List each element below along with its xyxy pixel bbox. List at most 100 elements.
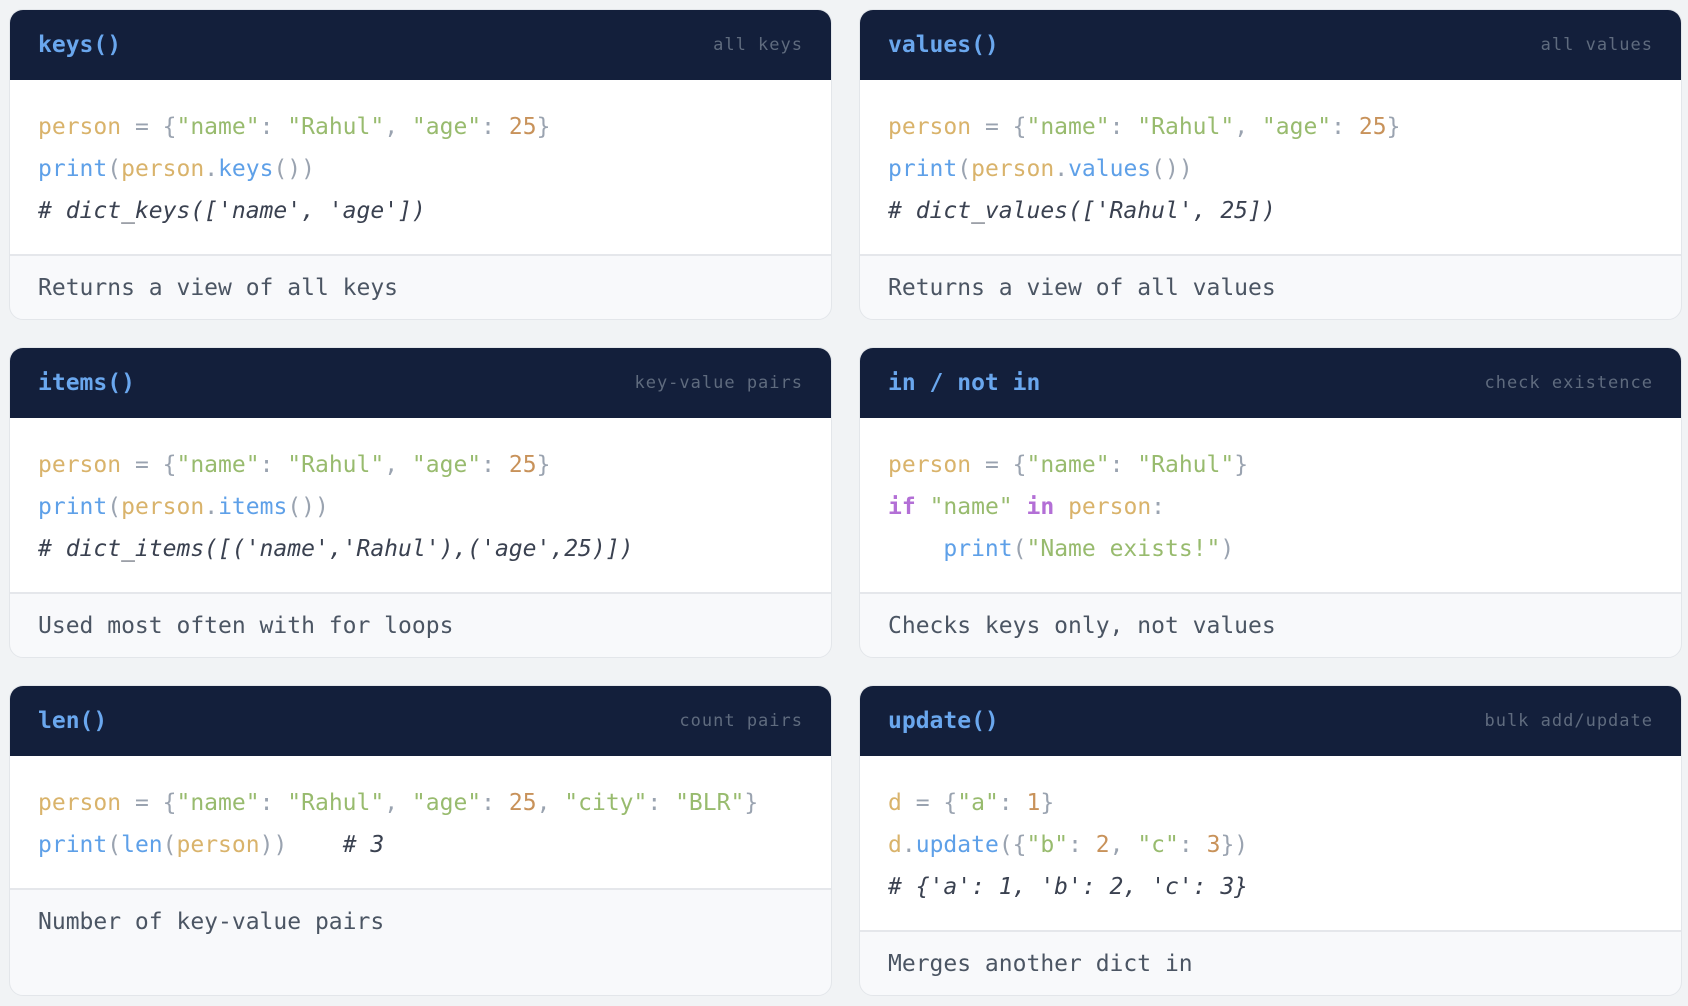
method-card: len() count pairs person = {"name": "Rahul… bbox=[9, 685, 832, 996]
code-token: : bbox=[1178, 832, 1207, 858]
card-title: in / not in bbox=[888, 370, 1041, 396]
code-token: person bbox=[888, 452, 972, 478]
code-line: d.update({"b": 2, "c": 3}) bbox=[888, 824, 1653, 866]
card-header: values() all values bbox=[860, 10, 1681, 80]
code-token bbox=[888, 536, 943, 562]
code-line: person = {"name": "Rahul", "age": 25} bbox=[888, 106, 1653, 148]
code-token bbox=[916, 494, 930, 520]
code-token: person bbox=[121, 494, 205, 520]
code-token: "age" bbox=[411, 452, 482, 478]
code-token: . bbox=[204, 494, 219, 520]
code-token: ( bbox=[107, 832, 122, 858]
code-token: . bbox=[204, 156, 219, 182]
code-token: : bbox=[259, 790, 288, 816]
code-token: # dict_values(['Rahul', 25]) bbox=[888, 198, 1276, 224]
code-token: }) bbox=[1220, 832, 1249, 858]
code-token: "name" bbox=[176, 452, 260, 478]
code-token bbox=[287, 832, 342, 858]
code-token: 1 bbox=[1026, 790, 1041, 816]
code-token: if bbox=[888, 494, 916, 520]
code-token bbox=[1013, 494, 1027, 520]
code-line: person = {"name": "Rahul", "age": 25, "c… bbox=[38, 782, 803, 824]
code-token: person bbox=[121, 156, 205, 182]
code-token: "c" bbox=[1137, 832, 1179, 858]
code-token: 25 bbox=[508, 114, 537, 140]
code-token: , bbox=[1234, 114, 1262, 140]
code-token: "Rahul" bbox=[1137, 452, 1235, 478]
code-token: : bbox=[1068, 832, 1096, 858]
code-token: , bbox=[384, 114, 412, 140]
code-line: person = {"name": "Rahul"} bbox=[888, 444, 1653, 486]
code-token: : bbox=[481, 114, 509, 140]
code-token: "Rahul" bbox=[1137, 114, 1235, 140]
code-line: if "name" in person: bbox=[888, 486, 1653, 528]
code-token: person bbox=[176, 832, 260, 858]
code-token: . bbox=[901, 832, 916, 858]
code-block: person = {"name": "Rahul", "age": 25} pri… bbox=[10, 418, 831, 594]
code-token: ( bbox=[162, 832, 177, 858]
code-token: : bbox=[481, 790, 509, 816]
code-token: print bbox=[943, 536, 1013, 562]
card-description: Returns a view of all keys bbox=[38, 275, 399, 301]
code-token: "city" bbox=[564, 790, 648, 816]
code-token: : bbox=[1331, 114, 1359, 140]
code-line: print(person.items()) bbox=[38, 486, 803, 528]
code-token: , bbox=[384, 452, 412, 478]
code-token: "Rahul" bbox=[287, 114, 385, 140]
code-token: 25 bbox=[1358, 114, 1387, 140]
code-token: : bbox=[1109, 114, 1138, 140]
code-token: print bbox=[38, 832, 108, 858]
card-tag: all values bbox=[1540, 35, 1653, 55]
code-token: d bbox=[888, 832, 902, 858]
code-line: d = {"a": 1} bbox=[888, 782, 1653, 824]
code-token: } bbox=[744, 790, 759, 816]
code-token: 25 bbox=[508, 790, 537, 816]
code-token: len bbox=[121, 832, 163, 858]
code-token: in bbox=[1026, 494, 1055, 520]
card-title: len() bbox=[38, 708, 108, 734]
code-token: . bbox=[1054, 156, 1069, 182]
code-token: } bbox=[536, 452, 551, 478]
code-token: ( bbox=[1012, 536, 1027, 562]
code-token: person bbox=[1068, 494, 1152, 520]
card-description: Used most often with for loops bbox=[38, 613, 454, 639]
code-line: # dict_keys(['name', 'age']) bbox=[38, 190, 803, 232]
code-token: print bbox=[38, 156, 108, 182]
card-tag: count pairs bbox=[679, 711, 803, 731]
card-title: keys() bbox=[38, 32, 122, 58]
code-token: "Name exists!" bbox=[1026, 536, 1221, 562]
code-token: "age" bbox=[411, 114, 482, 140]
code-token: = { bbox=[121, 452, 177, 478]
code-token: # 3 bbox=[342, 832, 385, 858]
code-line: person = {"name": "Rahul", "age": 25} bbox=[38, 444, 803, 486]
code-token: : bbox=[998, 790, 1027, 816]
code-token: "Rahul" bbox=[287, 452, 385, 478]
code-token: "b" bbox=[1026, 832, 1069, 858]
code-token: keys bbox=[218, 156, 274, 182]
code-block: person = {"name": "Rahul"} if "name" in p… bbox=[860, 418, 1681, 594]
code-token: : bbox=[647, 790, 676, 816]
card-title: values() bbox=[888, 32, 999, 58]
code-token: ) bbox=[1220, 536, 1235, 562]
code-token bbox=[1054, 494, 1068, 520]
code-token: } bbox=[1386, 114, 1401, 140]
card-title: items() bbox=[38, 370, 135, 396]
code-token: ()) bbox=[273, 156, 315, 182]
code-token: print bbox=[38, 494, 108, 520]
code-token: ({ bbox=[998, 832, 1027, 858]
code-token: = { bbox=[121, 790, 177, 816]
code-block: person = {"name": "Rahul", "age": 25} pri… bbox=[10, 80, 831, 256]
code-line: print(person.keys()) bbox=[38, 148, 803, 190]
card-tag: check existence bbox=[1484, 373, 1653, 393]
code-token: person bbox=[888, 114, 972, 140]
method-card: update() bulk add/update d = {"a": 1} d.upd… bbox=[859, 685, 1682, 996]
code-block: d = {"a": 1} d.update({"b": 2, "c": 3}) # … bbox=[860, 756, 1681, 932]
code-line: person = {"name": "Rahul", "age": 25} bbox=[38, 106, 803, 148]
code-token: "name" bbox=[176, 790, 260, 816]
card-header: len() count pairs bbox=[10, 686, 831, 756]
code-token: 3 bbox=[1206, 832, 1221, 858]
card-description: Merges another dict in bbox=[888, 951, 1193, 977]
code-token: # dict_keys(['name', 'age']) bbox=[38, 198, 426, 224]
code-line: # {'a': 1, 'b': 2, 'c': 3} bbox=[888, 866, 1653, 908]
method-card: keys() all keys person = {"name": "Rahul",… bbox=[9, 9, 832, 320]
